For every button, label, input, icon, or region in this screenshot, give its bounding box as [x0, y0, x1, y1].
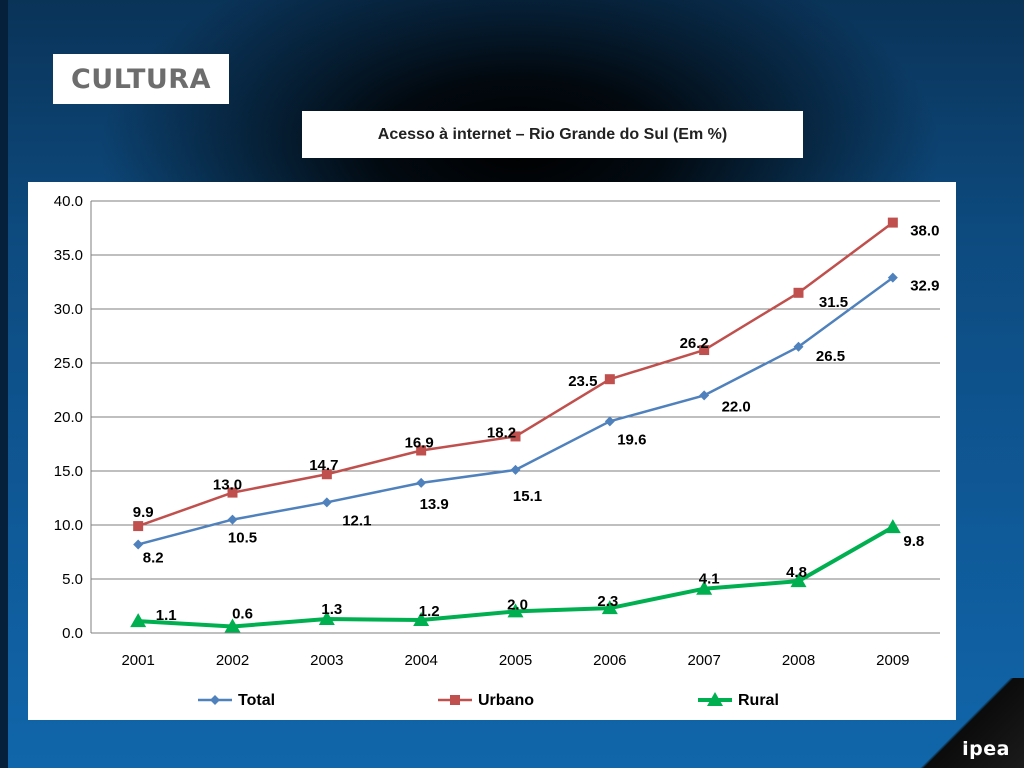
point-total: [510, 464, 521, 475]
point-total: [604, 416, 615, 427]
data-label-total: 19.6: [617, 431, 646, 448]
section-logo: CULTURA: [53, 54, 229, 104]
point-rural: [601, 600, 618, 615]
x-tick-label: 2004: [404, 652, 437, 669]
data-label-urbano: 18.2: [487, 424, 516, 441]
data-label-rural: 1.1: [156, 607, 177, 624]
data-label-total: 32.9: [910, 278, 939, 295]
point-urbano: [793, 287, 804, 298]
legend-label: Rural: [738, 692, 779, 709]
chart-panel: 0.0 5.0 10.0 15.0 20.0 25.0 30.0 35.0 40.0 2001 20…: [28, 182, 956, 720]
y-tick-label: 30.0: [54, 301, 83, 318]
point-rural: [130, 613, 147, 628]
point-rural: [696, 580, 713, 595]
point-total: [887, 272, 898, 283]
data-label-urbano: 9.9: [133, 504, 154, 521]
x-tick-label: 2002: [216, 652, 249, 669]
point-urbano: [321, 469, 332, 480]
data-label-urbano: 38.0: [910, 223, 939, 240]
data-label-urbano: 13.0: [213, 477, 242, 494]
legend-marker: [707, 692, 723, 706]
chart-title-box: Acesso à internet – Rio Grande do Sul (E…: [302, 111, 803, 158]
data-label-urbano: 16.9: [405, 434, 434, 451]
x-tick-label: 2006: [593, 652, 626, 669]
y-tick-label: 35.0: [54, 247, 83, 264]
data-label-rural: 1.3: [321, 601, 342, 618]
legend-marker: [210, 695, 220, 705]
point-urbano: [133, 521, 144, 532]
point-total: [793, 341, 804, 352]
x-tick-label: 2009: [876, 652, 909, 669]
y-tick-label: 10.0: [54, 517, 83, 534]
y-tick-label: 5.0: [62, 571, 83, 588]
y-tick-label: 20.0: [54, 409, 83, 426]
point-total: [699, 390, 710, 401]
series-line-urbano: [137, 221, 894, 528]
data-label-urbano: 14.7: [309, 457, 338, 474]
y-tick-label: 40.0: [54, 193, 83, 210]
point-urbano: [887, 217, 898, 228]
chart-title: Acesso à internet – Rio Grande do Sul (E…: [377, 125, 728, 143]
x-tick-label: 2003: [310, 652, 343, 669]
left-edge-bar: [0, 0, 8, 768]
data-label-rural: 2.0: [507, 596, 528, 613]
legend-marker: [450, 695, 460, 705]
point-urbano: [510, 431, 521, 442]
corner-decoration: [914, 678, 1024, 768]
data-label-total: 22.0: [722, 398, 751, 415]
data-label-total: 8.2: [143, 549, 164, 566]
y-tick-label: 0.0: [62, 625, 83, 642]
data-label-rural: 9.8: [903, 533, 924, 550]
y-tick-label: 25.0: [54, 355, 83, 372]
data-label-urbano: 31.5: [819, 294, 848, 311]
point-rural: [318, 610, 335, 625]
data-label-rural: 4.1: [699, 571, 720, 588]
y-tick-label: 15.0: [54, 463, 83, 480]
x-tick-label: 2008: [782, 652, 815, 669]
point-rural: [790, 573, 807, 588]
data-label-total: 15.1: [513, 488, 542, 505]
point-rural: [507, 603, 524, 618]
line-chart: 0.0 5.0 10.0 15.0 20.0 25.0 30.0 35.0 40.0 2001 20…: [54, 193, 940, 709]
x-tick-label: 2005: [499, 652, 532, 669]
point-urbano: [416, 445, 427, 456]
data-label-rural: 1.2: [419, 603, 440, 620]
point-urbano: [699, 345, 710, 356]
data-label-rural: 0.6: [232, 606, 253, 623]
data-label-total: 10.5: [228, 530, 257, 547]
data-label-total: 26.5: [816, 348, 845, 365]
point-rural: [413, 612, 430, 627]
point-rural: [884, 519, 901, 534]
data-label-urbano: 23.5: [568, 373, 597, 390]
point-urbano: [227, 487, 238, 498]
point-total: [227, 514, 238, 525]
data-label-total: 12.1: [342, 512, 371, 529]
x-tick-label: 2007: [687, 652, 720, 669]
x-tick-label: 2001: [121, 652, 154, 669]
point-rural: [224, 618, 241, 633]
point-total: [133, 539, 144, 550]
point-urbano: [604, 374, 615, 385]
section-title: CULTURA: [70, 63, 211, 95]
point-total: [321, 497, 332, 508]
brand-logo: ipea: [962, 738, 1010, 760]
data-label-urbano: 26.2: [680, 335, 709, 352]
data-label-rural: 4.8: [786, 564, 807, 581]
legend-label: Urbano: [478, 692, 534, 709]
point-total: [416, 477, 427, 488]
legend-label: Total: [238, 692, 275, 709]
data-label-rural: 2.3: [597, 593, 618, 610]
data-label-total: 13.9: [420, 496, 449, 513]
